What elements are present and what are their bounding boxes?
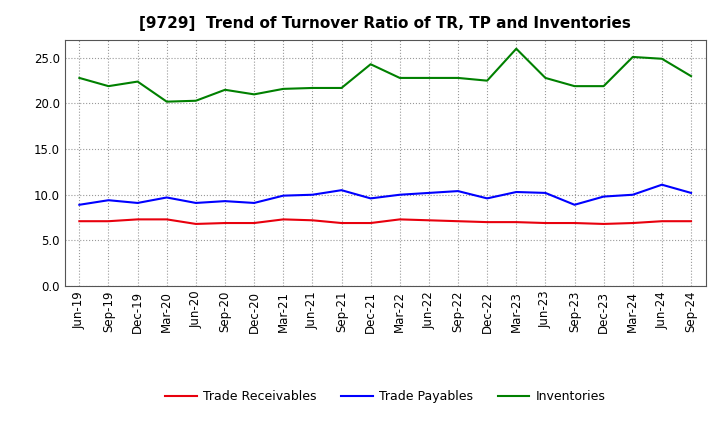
Inventories (512, 46, 521, 51)
Inventories (220, 87, 229, 92)
Inventories (395, 75, 404, 81)
Trade Receivables (163, 217, 171, 222)
Trade Payables (687, 190, 696, 195)
Trade Payables (657, 182, 666, 187)
Inventories (337, 85, 346, 91)
Inventories (454, 75, 462, 81)
Trade Payables (250, 200, 258, 205)
Trade Receivables (366, 220, 375, 226)
Trade Payables (541, 190, 550, 195)
Inventories (599, 84, 608, 89)
Inventories (75, 75, 84, 81)
Inventories (483, 78, 492, 83)
Trade Receivables (104, 219, 113, 224)
Trade Payables (395, 192, 404, 198)
Trade Receivables (657, 219, 666, 224)
Line: Trade Payables: Trade Payables (79, 185, 691, 205)
Trade Payables (483, 196, 492, 201)
Inventories (687, 73, 696, 79)
Inventories (425, 75, 433, 81)
Trade Receivables (75, 219, 84, 224)
Trade Receivables (512, 220, 521, 225)
Line: Inventories: Inventories (79, 49, 691, 102)
Trade Payables (279, 193, 287, 198)
Inventories (541, 75, 550, 81)
Trade Payables (75, 202, 84, 207)
Inventories (163, 99, 171, 104)
Trade Payables (512, 189, 521, 194)
Trade Payables (104, 198, 113, 203)
Trade Receivables (192, 221, 200, 227)
Line: Trade Receivables: Trade Receivables (79, 220, 691, 224)
Trade Receivables (570, 220, 579, 226)
Inventories (279, 86, 287, 92)
Legend: Trade Receivables, Trade Payables, Inventories: Trade Receivables, Trade Payables, Inven… (161, 385, 610, 408)
Trade Payables (425, 190, 433, 195)
Trade Payables (337, 187, 346, 193)
Inventories (366, 62, 375, 67)
Trade Payables (454, 188, 462, 194)
Trade Receivables (250, 220, 258, 226)
Title: [9729]  Trend of Turnover Ratio of TR, TP and Inventories: [9729] Trend of Turnover Ratio of TR, TP… (139, 16, 631, 32)
Trade Payables (599, 194, 608, 199)
Inventories (192, 98, 200, 103)
Inventories (629, 54, 637, 59)
Trade Receivables (279, 217, 287, 222)
Trade Payables (366, 196, 375, 201)
Inventories (570, 84, 579, 89)
Trade Receivables (308, 218, 317, 223)
Trade Payables (192, 200, 200, 205)
Trade Payables (629, 192, 637, 198)
Trade Payables (308, 192, 317, 198)
Inventories (133, 79, 142, 84)
Inventories (104, 84, 113, 89)
Trade Receivables (629, 220, 637, 226)
Trade Receivables (395, 217, 404, 222)
Trade Receivables (133, 217, 142, 222)
Inventories (308, 85, 317, 91)
Trade Payables (163, 195, 171, 200)
Trade Payables (133, 200, 142, 205)
Trade Payables (220, 198, 229, 204)
Trade Receivables (483, 220, 492, 225)
Inventories (250, 92, 258, 97)
Trade Receivables (337, 220, 346, 226)
Trade Receivables (687, 219, 696, 224)
Trade Receivables (541, 220, 550, 226)
Trade Receivables (454, 219, 462, 224)
Trade Receivables (220, 220, 229, 226)
Trade Receivables (599, 221, 608, 227)
Trade Receivables (425, 218, 433, 223)
Inventories (657, 56, 666, 62)
Trade Payables (570, 202, 579, 207)
